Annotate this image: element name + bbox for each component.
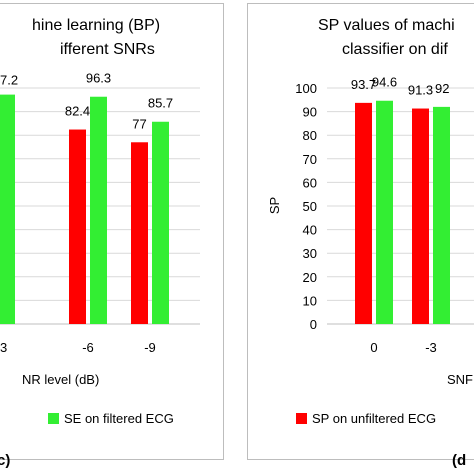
bar-filtered: [433, 106, 450, 324]
y-tick-label: 80: [303, 128, 317, 143]
panel-c-title-line2: ifferent SNRs: [60, 41, 155, 58]
y-tick-label: 90: [303, 105, 317, 120]
y-tick-label: 100: [295, 81, 317, 96]
data-label: 92: [435, 81, 449, 96]
y-tick-label: 0: [310, 317, 317, 332]
y-tick-label: 70: [303, 152, 317, 167]
data-label: 82.4: [65, 104, 90, 119]
legend-label-unfiltered: SP on unfiltered ECG: [312, 411, 437, 426]
y-tick-label: 20: [303, 270, 317, 285]
y-tick-label: 60: [303, 175, 317, 190]
x-tick-label: -9: [144, 340, 156, 355]
data-label: 94.6: [372, 75, 397, 90]
bar-unfiltered: [355, 102, 372, 324]
x-tick-label: 0: [370, 340, 377, 355]
y-tick-label: 10: [303, 293, 317, 308]
panel-c-title-line1: hine learning (BP): [32, 17, 161, 34]
data-label: 77: [132, 116, 146, 131]
y-tick-label: 40: [303, 223, 317, 238]
bar-filtered: [152, 121, 169, 324]
data-label: 85.7: [148, 96, 173, 111]
y-tick-label: 30: [303, 246, 317, 261]
panel-c-legend: SE on filtered ECG: [48, 411, 174, 426]
data-label: 96.3: [86, 71, 111, 86]
legend-swatch-filtered: [48, 413, 59, 424]
x-tick-label-clipped: 3: [0, 340, 7, 355]
data-label: 91.3: [408, 83, 433, 98]
data-label: 93.7: [351, 77, 376, 92]
panel-c-x-axis-label: NR level (dB): [22, 372, 100, 387]
x-tick-label: -3: [425, 340, 437, 355]
bar-unfiltered: [131, 142, 148, 324]
panel-d-tag: (d: [452, 452, 467, 469]
bar-unfiltered: [69, 129, 86, 324]
panel-d-title-line2: classifier on dif: [342, 41, 448, 58]
bar-filtered-clipped: [0, 94, 15, 324]
x-tick-label: -6: [82, 340, 94, 355]
legend-label-filtered: SE on filtered ECG: [64, 411, 174, 426]
y-tick-label: 50: [303, 199, 317, 214]
bar-unfiltered: [412, 108, 429, 324]
panel-d-title-line1: SP values of machi: [318, 17, 455, 34]
panel-c-tag: c): [0, 452, 11, 469]
bar-filtered: [376, 100, 393, 324]
panel-d-x-axis-label: SNF: [447, 372, 473, 387]
legend-swatch-unfiltered: [296, 413, 307, 424]
panel-d-legend: SP on unfiltered ECG: [296, 411, 436, 426]
data-label-clipped: 7.2: [0, 73, 18, 88]
bar-filtered: [90, 96, 107, 325]
panel-c-frame: [0, 3, 224, 460]
